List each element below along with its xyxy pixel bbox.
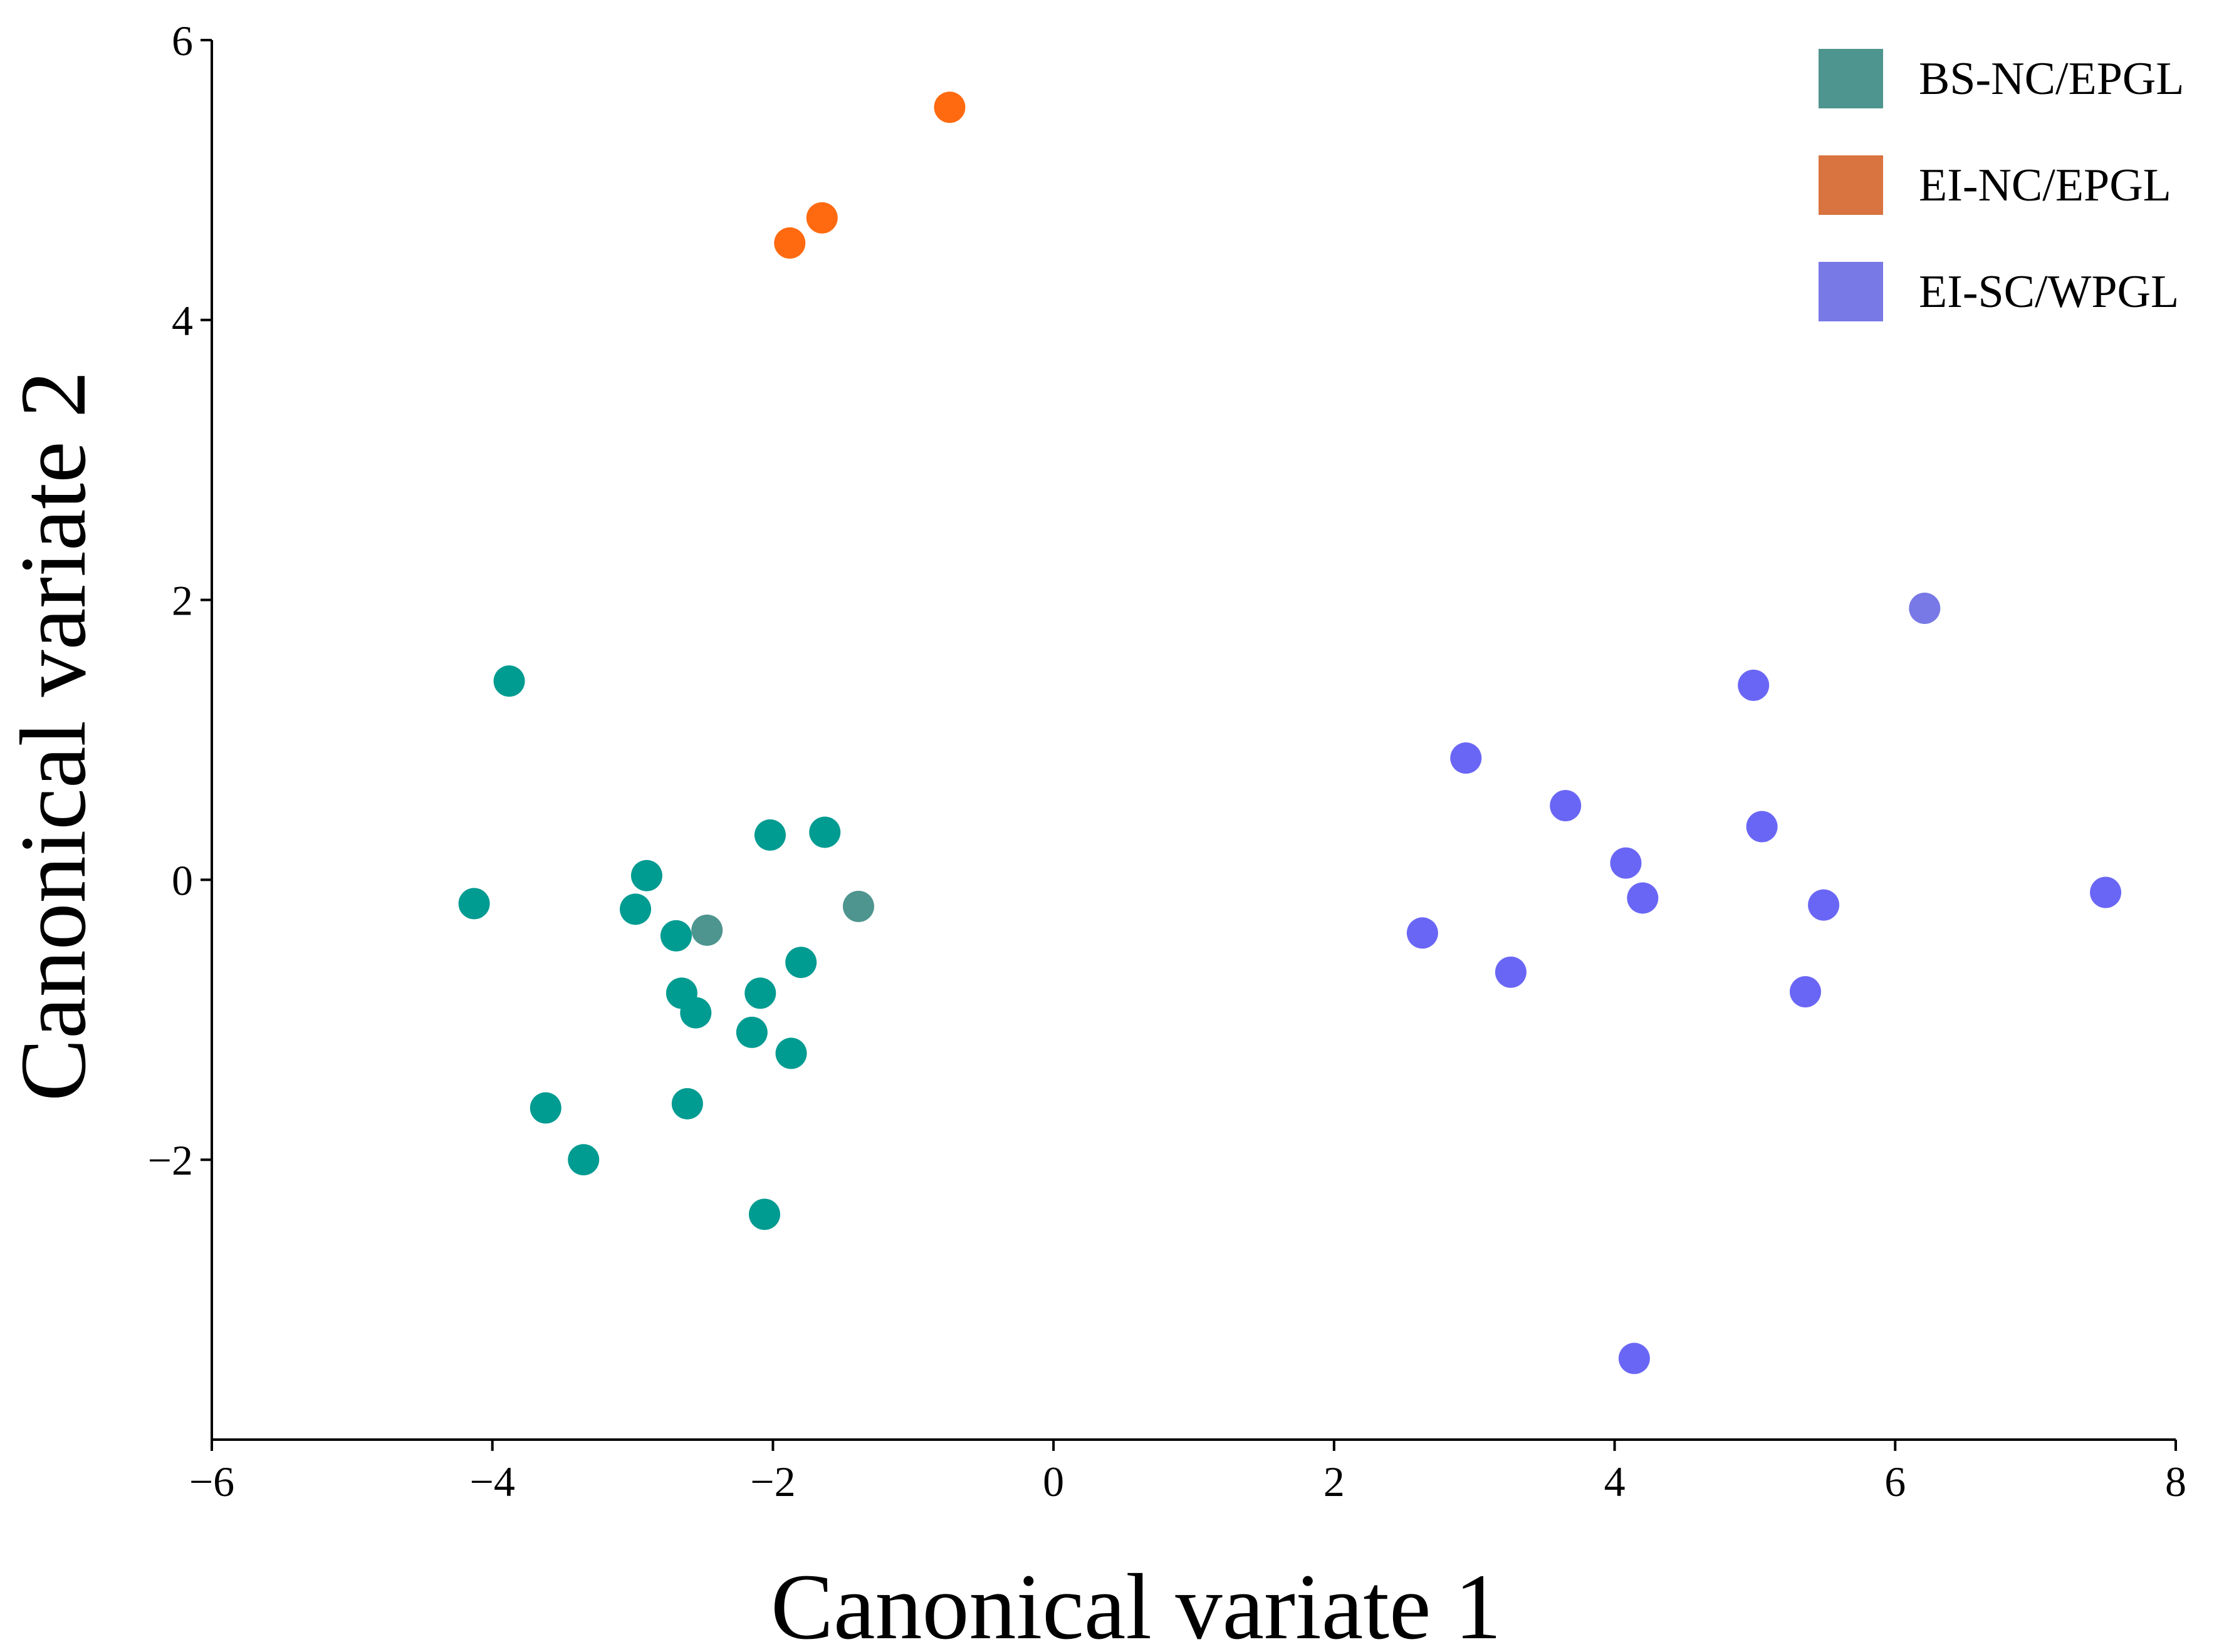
legend-swatch [1819,49,1883,108]
legend-label: EI-SC/WPGL [1919,266,2179,318]
data-point-ei-sc-wpgl [2090,876,2122,908]
x-axis-title: Canonical variate 1 [771,1555,1501,1652]
y-tick-label: −2 [148,1136,193,1184]
data-point-bs-nc-epgl [744,977,776,1009]
x-tick-label: 6 [1884,1458,1906,1505]
y-tick-label: 6 [172,17,193,65]
legend-label: BS-NC/EPGL [1919,53,2185,105]
x-tick-label: −2 [750,1458,795,1505]
data-point-bs-nc-epgl [691,914,723,946]
x-tick-label: −4 [470,1458,515,1505]
data-point-ei-sc-wpgl [1738,669,1770,701]
y-axis-title: Canonical variate 2 [1,371,105,1101]
data-point-bs-nc-epgl [458,888,490,920]
data-point-bs-nc-epgl [671,1088,703,1120]
data-point-bs-nc-epgl [785,947,817,979]
y-tick-label: 4 [172,297,193,345]
data-point-bs-nc-epgl [493,665,525,697]
data-point-ei-sc-wpgl [1495,956,1527,988]
data-point-bs-nc-epgl [736,1016,768,1048]
x-tick-label: 2 [1323,1458,1345,1505]
legend: BS-NC/EPGL EI-NC/EPGL EI-SC/WPGL [1819,49,2185,321]
data-point-bs-nc-epgl [620,893,652,925]
data-point-bs-nc-epgl [809,816,841,848]
x-tick-label: 4 [1604,1458,1626,1505]
legend-label: EI-NC/EPGL [1919,160,2171,211]
data-point-bs-nc-epgl [660,920,692,952]
axes: −6 −4 −2 0 2 4 6 8 −2 0 2 4 6 [148,17,2186,1505]
data-point-ei-sc-wpgl [1627,882,1659,914]
data-point-ei-sc-wpgl [1406,917,1438,949]
data-points [458,91,2122,1374]
data-point-bs-nc-epgl [680,997,712,1029]
data-point-bs-nc-epgl [630,860,662,891]
data-point-bs-nc-epgl [748,1198,780,1230]
legend-swatch [1819,262,1883,321]
data-point-bs-nc-epgl [754,819,786,851]
data-point-ei-sc-wpgl [1450,742,1482,774]
data-point-ei-nc-epgl [806,202,838,234]
data-point-ei-sc-wpgl [1618,1343,1650,1374]
data-point-ei-nc-epgl [774,227,806,259]
data-point-ei-sc-wpgl [1550,789,1582,821]
y-tick-label: 2 [172,577,193,625]
x-tick-label: 0 [1043,1458,1064,1505]
data-point-ei-nc-epgl [934,91,966,123]
legend-swatch [1819,155,1883,215]
data-point-ei-sc-wpgl [1610,847,1642,879]
data-point-bs-nc-epgl [775,1037,807,1069]
data-point-bs-nc-epgl [530,1092,561,1124]
data-point-bs-nc-epgl [842,890,874,922]
data-point-ei-sc-wpgl [1909,593,1941,625]
y-tick-label: 0 [172,856,193,904]
x-tick-label: −6 [189,1458,234,1505]
x-tick-label: 8 [2165,1458,2186,1505]
data-point-bs-nc-epgl [568,1144,600,1176]
data-point-ei-sc-wpgl [1790,976,1822,1008]
data-point-ei-sc-wpgl [1746,811,1778,843]
data-point-ei-sc-wpgl [1808,889,1840,921]
